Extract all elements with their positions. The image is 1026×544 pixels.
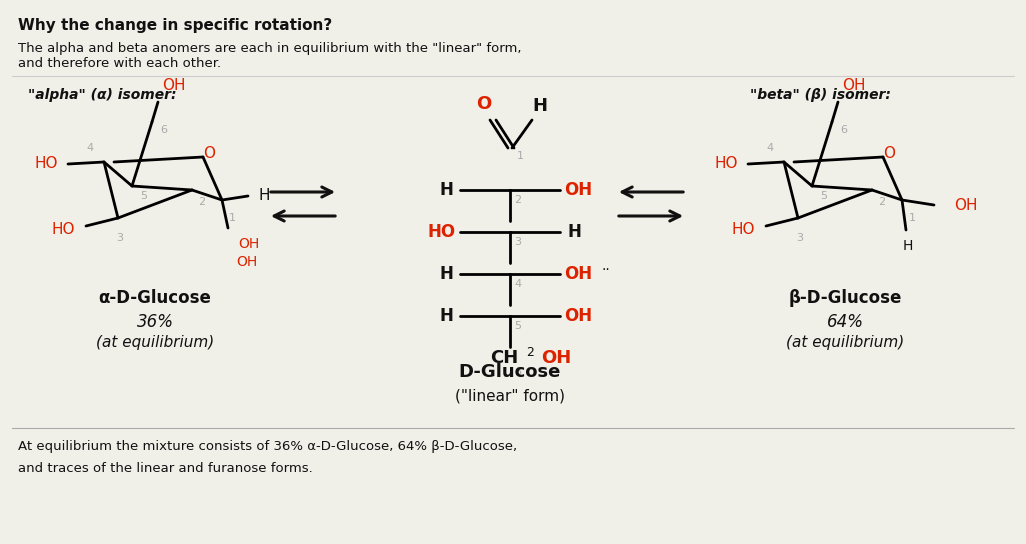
Text: HO: HO [428, 223, 457, 241]
Text: 2: 2 [514, 195, 521, 205]
Text: 2: 2 [878, 197, 885, 207]
Text: H: H [439, 181, 452, 199]
Text: At equilibrium the mixture consists of 36% α-D-Glucose, 64% β-D-Glucose,: At equilibrium the mixture consists of 3… [18, 440, 517, 453]
Text: HO: HO [34, 157, 57, 171]
Text: 5: 5 [141, 191, 148, 201]
Text: OH: OH [564, 265, 592, 283]
Text: O: O [476, 95, 491, 113]
Text: 5: 5 [821, 191, 828, 201]
Text: 1: 1 [229, 213, 236, 223]
Text: H: H [439, 307, 452, 325]
Text: H: H [903, 239, 913, 253]
Text: 2: 2 [198, 197, 205, 207]
Text: OH: OH [162, 78, 186, 94]
Text: HO: HO [714, 157, 738, 171]
Text: O: O [883, 145, 895, 160]
Text: H: H [532, 97, 548, 115]
Text: α-D-Glucose: α-D-Glucose [98, 289, 211, 307]
Text: O: O [203, 145, 215, 160]
Text: (at equilibrium): (at equilibrium) [95, 336, 214, 350]
Text: OH: OH [236, 255, 258, 269]
Text: 2: 2 [526, 347, 534, 360]
Text: 3: 3 [796, 233, 803, 243]
Text: OH: OH [564, 307, 592, 325]
Text: HO: HO [51, 222, 75, 238]
Text: HO: HO [732, 222, 755, 238]
Text: and therefore with each other.: and therefore with each other. [18, 57, 222, 70]
Text: D-Glucose: D-Glucose [459, 363, 561, 381]
Text: CH: CH [489, 349, 518, 367]
Text: (at equilibrium): (at equilibrium) [786, 336, 904, 350]
Text: 4: 4 [514, 279, 521, 289]
Text: OH: OH [238, 237, 260, 251]
Text: 3: 3 [117, 233, 123, 243]
Text: 1: 1 [908, 213, 915, 223]
Text: 64%: 64% [827, 313, 864, 331]
Text: H: H [259, 188, 270, 202]
Text: 1: 1 [516, 151, 523, 161]
Text: β-D-Glucose: β-D-Glucose [788, 289, 902, 307]
Text: OH: OH [954, 199, 978, 213]
Text: Why the change in specific rotation?: Why the change in specific rotation? [18, 18, 332, 33]
Text: 6: 6 [160, 125, 167, 135]
Text: OH: OH [564, 181, 592, 199]
Text: H: H [439, 265, 452, 283]
Text: 36%: 36% [136, 313, 173, 331]
Text: "beta" (β) isomer:: "beta" (β) isomer: [750, 88, 891, 102]
Text: H: H [567, 223, 581, 241]
Text: OH: OH [842, 78, 866, 94]
Text: 6: 6 [840, 125, 847, 135]
Text: 3: 3 [514, 237, 521, 247]
Text: and traces of the linear and furanose forms.: and traces of the linear and furanose fo… [18, 462, 313, 475]
Text: The alpha and beta anomers are each in equilibrium with the "linear" form,: The alpha and beta anomers are each in e… [18, 42, 521, 55]
Text: "alpha" (α) isomer:: "alpha" (α) isomer: [28, 88, 176, 102]
Text: 4: 4 [86, 143, 93, 153]
Text: OH: OH [541, 349, 571, 367]
Text: 6: 6 [514, 367, 521, 377]
Text: 4: 4 [766, 143, 774, 153]
Text: ("linear" form): ("linear" form) [455, 388, 565, 404]
Text: 5: 5 [514, 321, 521, 331]
Text: ..: .. [601, 259, 610, 273]
